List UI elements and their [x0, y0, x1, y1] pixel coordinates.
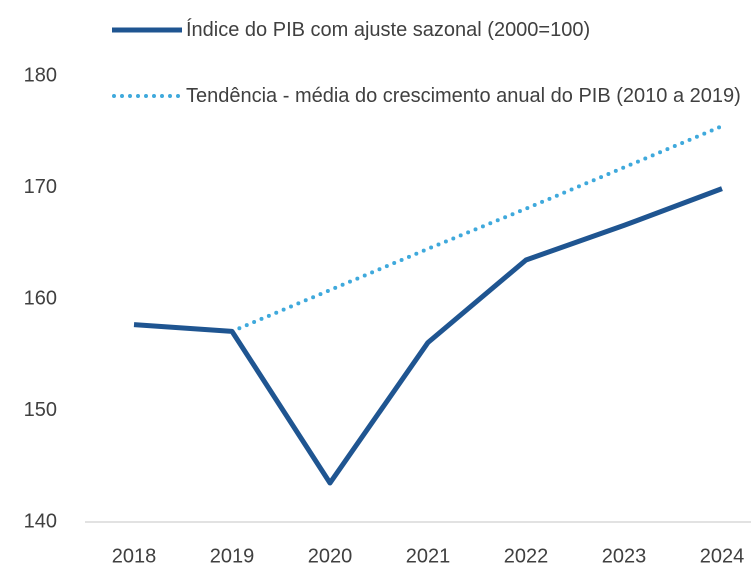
series-line [133, 186, 723, 486]
x-tick-label: 2023 [602, 545, 647, 566]
y-tick-label: 160 [24, 287, 57, 309]
y-tick-label: 180 [24, 64, 57, 86]
legend-label: Tendência - média do crescimento anual d… [186, 85, 741, 107]
series-line [230, 124, 724, 334]
x-tick-label: 2018 [112, 545, 157, 566]
legend-label: Índice do PIB com ajuste sazonal (2000=1… [186, 19, 591, 41]
x-tick-label: 2024 [700, 545, 745, 566]
x-tick-label: 2020 [308, 545, 353, 566]
x-tick-label: 2019 [210, 545, 255, 566]
x-tick-label: 2021 [406, 545, 451, 566]
y-tick-label: 170 [24, 176, 57, 198]
y-tick-label: 150 [24, 399, 57, 421]
x-tick-label: 2022 [504, 545, 549, 566]
y-tick-label: 140 [24, 510, 57, 532]
